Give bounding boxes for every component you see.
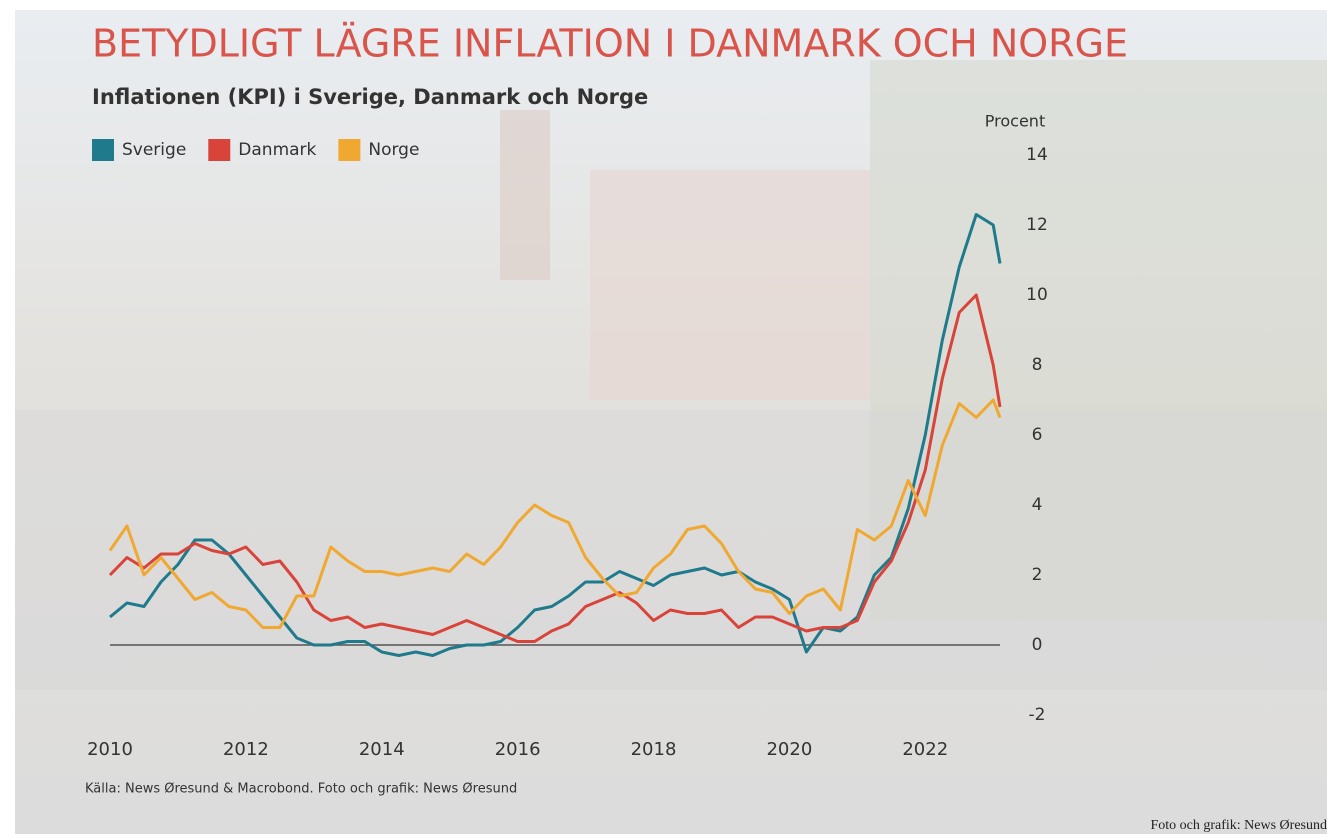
- y-tick-label: 2: [1032, 565, 1043, 585]
- legend-label: Danmark: [238, 140, 316, 160]
- photo-building: [590, 170, 870, 400]
- y-tick-label: -2: [1029, 705, 1046, 725]
- series-line: [109, 213, 1002, 657]
- x-tick-label: 2020: [766, 739, 812, 760]
- y-axis-label: Procent: [985, 112, 1045, 131]
- chart-subtitle: Inflationen (KPI) i Sverige, Danmark och…: [92, 85, 648, 109]
- x-tick-label: 2022: [902, 739, 948, 760]
- x-tick-label: 2018: [631, 739, 677, 760]
- y-tick-label: 6: [1032, 425, 1043, 445]
- y-tick-label: 12: [1026, 215, 1048, 235]
- photo-street: [15, 410, 1327, 690]
- series-line: [108, 398, 1002, 629]
- photo-tower: [500, 110, 550, 280]
- legend-label: Sverige: [122, 140, 186, 160]
- legend-swatch: [208, 139, 231, 161]
- legend-swatch: [92, 139, 114, 161]
- x-tick-label: 2012: [223, 739, 269, 760]
- y-tick-label: 8: [1032, 355, 1043, 375]
- y-tick-label: 4: [1032, 495, 1043, 515]
- x-tick-label: 2016: [495, 739, 541, 760]
- legend-label: Norge: [368, 140, 419, 160]
- series-line: [108, 293, 1002, 643]
- y-tick-label: 10: [1026, 285, 1048, 305]
- x-tick-label: 2010: [87, 739, 133, 760]
- y-tick-label: 14: [1026, 145, 1048, 165]
- x-tick-label: 2014: [359, 739, 405, 760]
- photo-trees: [870, 60, 1327, 620]
- chart-title: BETYDLIGT LÄGRE INFLATION I DANMARK OCH …: [92, 22, 1128, 66]
- y-tick-label: 0: [1032, 635, 1043, 655]
- source-note: Källa: News Øresund & Macrobond. Foto oc…: [85, 782, 517, 797]
- legend-swatch: [338, 139, 361, 161]
- photo-credit: Foto och grafik: News Øresund: [1150, 818, 1327, 833]
- legend: Sverige Danmark Norge: [92, 139, 419, 161]
